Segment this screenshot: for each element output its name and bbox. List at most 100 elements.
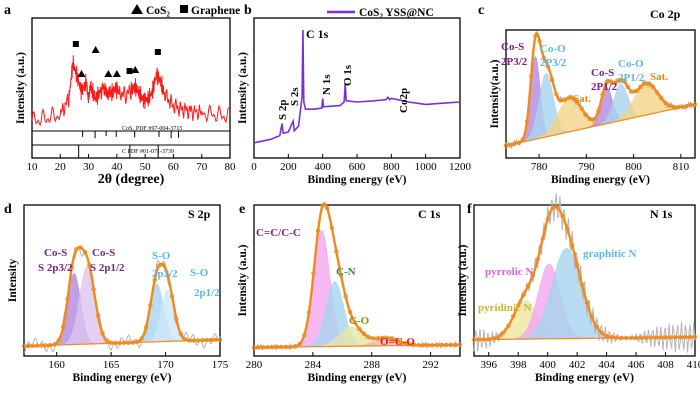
envelope-marker	[152, 277, 157, 283]
envelope-marker	[571, 96, 576, 101]
envelope-marker	[658, 335, 663, 340]
cos-12-sub: 2P1/2	[591, 81, 618, 93]
envelope-marker	[178, 331, 183, 337]
envelope-marker	[668, 335, 673, 340]
baseline-line	[505, 103, 696, 147]
graphitic-label: graphitic N	[583, 248, 637, 260]
coo-32-label: Co-O	[540, 43, 566, 55]
envelope-marker	[143, 325, 149, 330]
cos2-peak-marker	[131, 66, 140, 73]
graphene-peak-marker	[126, 68, 133, 74]
envelope-marker	[545, 216, 550, 222]
envelope-marker	[625, 84, 630, 90]
envelope-marker	[653, 335, 658, 340]
envelope-marker	[678, 335, 683, 340]
envelope-marker	[533, 33, 538, 39]
envelope-marker	[621, 78, 626, 83]
x-tick-label: 200	[280, 161, 297, 173]
envelope-marker	[338, 273, 344, 278]
envelope-marker	[43, 343, 48, 348]
envelope-marker	[503, 143, 509, 148]
envelope-marker	[191, 338, 197, 343]
envelope-marker	[402, 341, 408, 346]
x-tick-label: 80	[225, 161, 237, 173]
envelope-marker	[570, 243, 575, 248]
d-cos-32-sub: S 2p3/2	[38, 262, 73, 274]
envelope-marker	[108, 340, 114, 345]
envelope-marker	[619, 335, 624, 341]
x-tick-label: 406	[628, 359, 645, 371]
baseline-line	[254, 344, 461, 348]
envelope-marker	[599, 330, 604, 335]
legend-sample-label: CoS₂ YSS@NC	[359, 7, 434, 19]
cos2-peak-marker	[104, 70, 113, 77]
x-tick-label: 50	[140, 161, 152, 173]
envelope-marker	[26, 343, 31, 349]
panel-b-letter: b	[244, 3, 252, 18]
envelope-marker	[113, 340, 118, 346]
envelope-marker	[643, 335, 649, 340]
pyridinic-label: pyridinic N	[478, 302, 532, 314]
envelope-marker	[302, 332, 307, 338]
envelope-marker	[491, 336, 496, 341]
envelope-marker	[634, 88, 639, 94]
envelope-marker	[629, 89, 635, 94]
envelope-marker	[139, 336, 144, 341]
survey-series-line	[253, 29, 461, 144]
envelope-marker	[604, 333, 609, 338]
xrd-series-line	[31, 55, 230, 127]
envelope-marker	[56, 338, 61, 343]
panel-a-legend: CoS₂ Graphene	[131, 4, 240, 17]
envelope-marker	[574, 262, 580, 267]
x-tick-label: 60	[168, 161, 180, 173]
fit-component-1	[24, 273, 220, 347]
envelope-marker	[448, 342, 453, 348]
envelope-marker	[558, 98, 563, 103]
envelope-marker	[169, 293, 175, 299]
triangle-icon	[131, 4, 143, 14]
envelope-marker	[663, 335, 668, 340]
envelope-marker	[600, 92, 605, 97]
fit-component-3	[24, 283, 220, 347]
envelope-marker	[659, 96, 664, 101]
d-so-32-sub: 2p3/2	[152, 268, 178, 280]
cos2-peak-marker	[112, 70, 121, 77]
s2p-label: S 2p	[277, 100, 289, 121]
y-axis-label: Intensity (a.u.)	[237, 52, 249, 124]
envelope-marker	[579, 282, 585, 287]
envelope-marker	[100, 330, 105, 336]
s2s-label: S 2s	[289, 87, 301, 106]
envelope-marker	[329, 225, 334, 230]
envelope-marker	[629, 335, 634, 340]
envelope-marker	[52, 342, 57, 347]
envelope-marker	[343, 294, 348, 299]
envelope-marker	[624, 335, 629, 341]
envelope-marker	[524, 119, 530, 124]
envelope-marker	[680, 104, 685, 109]
x-axis-label: Binding energy (eV)	[72, 372, 171, 384]
envelope-marker	[520, 136, 525, 142]
x-tick-label: 410	[687, 359, 700, 371]
envelope-marker	[69, 264, 75, 270]
envelope-marker	[407, 342, 412, 347]
envelope-marker	[638, 335, 644, 340]
envelope-marker	[174, 317, 179, 322]
envelope-marker	[87, 262, 92, 268]
envelope-marker	[217, 337, 223, 342]
envelope-marker	[671, 104, 677, 110]
d-so-12-sub: 2p1/2	[194, 287, 220, 299]
o1s-label: O 1s	[342, 64, 354, 86]
envelope-marker	[393, 337, 399, 343]
envelope-marker	[516, 303, 521, 308]
panel-c-title: Co 2p	[650, 7, 681, 21]
envelope-marker	[265, 345, 270, 350]
envelope-marker	[535, 256, 540, 262]
x-tick-label: 408	[657, 359, 674, 371]
envelope-marker	[596, 108, 601, 113]
envelope-marker	[617, 77, 622, 83]
envelope-marker	[520, 293, 526, 298]
envelope-marker	[594, 324, 599, 329]
envelope-marker	[315, 228, 321, 233]
sat2-label: Sat.	[650, 71, 668, 83]
envelope-marker	[361, 331, 367, 336]
